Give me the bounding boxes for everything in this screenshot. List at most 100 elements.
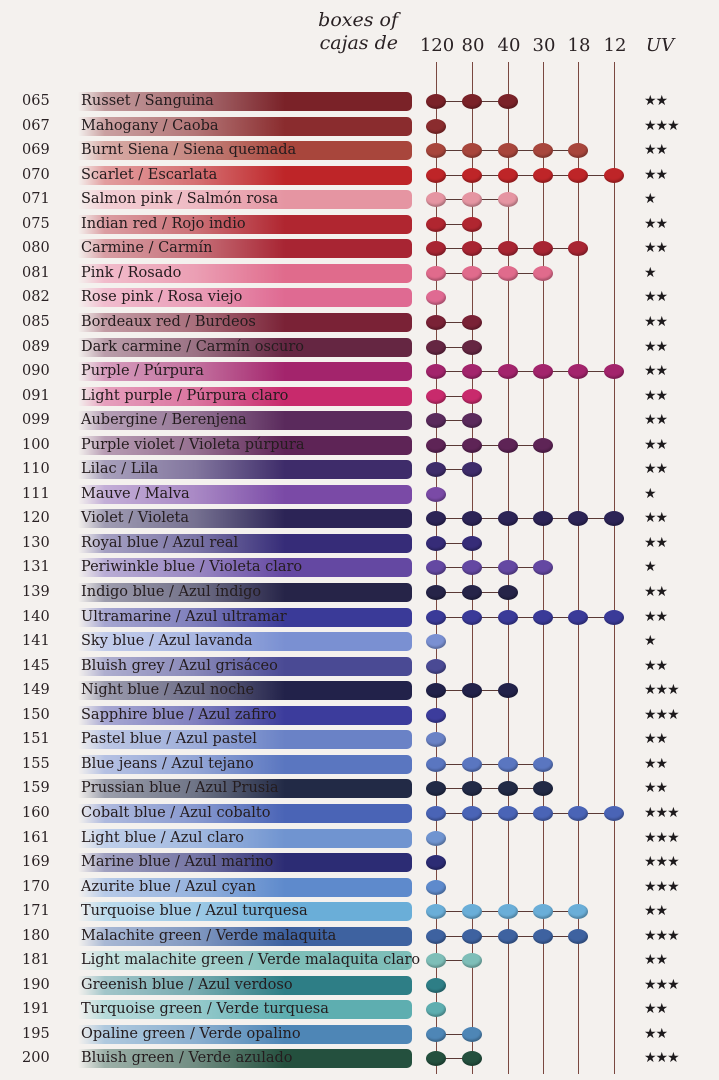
color-row-155: 155 Blue jeans / Azul tejano ★★ xyxy=(0,753,719,775)
color-name: Lilac / Lila xyxy=(81,461,159,478)
availability-connector xyxy=(436,763,543,765)
availability-dot-120 xyxy=(426,192,446,208)
color-code: 075 xyxy=(22,215,50,232)
color-code: 065 xyxy=(22,93,50,109)
availability-connector xyxy=(436,395,472,397)
color-swatch-bar xyxy=(78,190,412,210)
availability-dot-120 xyxy=(426,437,446,453)
availability-dot-80 xyxy=(462,511,482,527)
color-name: Marine blue / Azul marino xyxy=(81,854,274,871)
color-name: Turquoise blue / Azul turquesa xyxy=(81,903,308,920)
color-name: Carmine / Carmín xyxy=(81,240,213,257)
availability-dot-80 xyxy=(462,167,482,183)
availability-dot-120 xyxy=(426,290,446,306)
color-code: 111 xyxy=(22,485,50,502)
color-swatch-bar xyxy=(78,411,412,431)
availability-dot-80 xyxy=(462,192,482,208)
availability-dot-40 xyxy=(498,756,518,772)
uv-rating-stars: ★★ xyxy=(644,1025,668,1042)
color-name: Burnt Siena / Siena quemada xyxy=(81,142,297,159)
availability-dot-18 xyxy=(568,609,588,625)
color-row-065: 065 Russet / Sanguina ★★ xyxy=(0,90,719,112)
availability-dot-120 xyxy=(426,216,446,232)
availability-dot-30 xyxy=(533,265,553,281)
availability-dot-12 xyxy=(604,364,624,380)
color-swatch-bar xyxy=(78,1024,412,1044)
availability-connector xyxy=(436,223,472,225)
availability-dot-40 xyxy=(498,241,518,257)
color-swatch-bar xyxy=(78,165,412,185)
color-code: 089 xyxy=(22,338,50,355)
availability-dot-120 xyxy=(426,143,446,159)
color-code: 155 xyxy=(22,755,50,772)
color-row-081: 081 Pink / Rosado ★ xyxy=(0,262,719,284)
availability-dot-80 xyxy=(462,683,482,699)
availability-dot-30 xyxy=(533,241,553,257)
uv-rating-stars: ★ xyxy=(644,264,657,281)
color-code: 071 xyxy=(22,191,50,208)
color-name: Bluish green / Verde azulado xyxy=(81,1050,293,1067)
color-code: 099 xyxy=(22,412,50,429)
column-header-120: 120 xyxy=(419,35,455,56)
color-row-080: 080 Carmine / Carmín ★★ xyxy=(0,237,719,259)
availability-dot-18 xyxy=(568,928,588,944)
color-row-075: 075 Indian red / Rojo indio ★★ xyxy=(0,213,719,235)
uv-rating-stars: ★★ xyxy=(644,412,668,429)
color-row-190: 190 Greenish blue / Azul verdoso ★★★ xyxy=(0,974,719,996)
uv-rating-stars: ★ xyxy=(644,191,657,208)
color-swatch-bar xyxy=(78,312,412,332)
color-name: Salmon pink / Salmón rosa xyxy=(81,191,279,208)
availability-dot-120 xyxy=(426,94,446,109)
availability-dot-120 xyxy=(426,1051,446,1067)
availability-dot-120 xyxy=(426,756,446,772)
availability-dot-120 xyxy=(426,486,446,502)
color-row-145: 145 Bluish grey / Azul grisáceo ★★ xyxy=(0,655,719,677)
uv-rating-stars: ★★ xyxy=(644,363,668,380)
color-row-085: 085 Bordeaux red / Burdeos ★★ xyxy=(0,311,719,333)
uv-rating-stars: ★★ xyxy=(644,461,668,478)
color-name: Malachite green / Verde malaquita xyxy=(81,927,337,944)
color-name: Sapphire blue / Azul zafiro xyxy=(81,706,277,723)
availability-dot-120 xyxy=(426,1002,446,1018)
color-name: Blue jeans / Azul tejano xyxy=(81,755,254,772)
availability-dot-120 xyxy=(426,462,446,478)
availability-dot-80 xyxy=(462,437,482,453)
color-swatch-bar xyxy=(78,779,412,799)
color-name: Light blue / Azul claro xyxy=(81,829,245,846)
availability-dot-120 xyxy=(426,805,446,821)
color-code: 080 xyxy=(22,240,50,257)
availability-dot-40 xyxy=(498,265,518,281)
color-row-161: 161 Light blue / Azul claro ★★★ xyxy=(0,827,719,849)
color-swatch-bar xyxy=(78,877,412,897)
availability-connector xyxy=(436,1033,472,1035)
color-swatch-bar xyxy=(78,951,412,971)
availability-dot-30 xyxy=(533,781,553,797)
color-row-110: 110 Lilac / Lila ★★ xyxy=(0,458,719,480)
availability-dot-120 xyxy=(426,585,446,600)
uv-rating-stars: ★★ xyxy=(644,387,668,404)
availability-dot-30 xyxy=(533,756,553,772)
availability-dot-40 xyxy=(498,94,518,109)
color-name: Cobalt blue / Azul cobalto xyxy=(81,804,271,821)
uv-rating-stars: ★★ xyxy=(644,780,668,797)
color-code: 170 xyxy=(22,878,50,895)
availability-dot-80 xyxy=(462,241,482,257)
availability-dot-80 xyxy=(462,756,482,772)
availability-dot-12 xyxy=(604,609,624,625)
color-code: 190 xyxy=(22,976,50,993)
uv-rating-stars: ★★★ xyxy=(644,927,680,944)
availability-dot-40 xyxy=(498,364,518,380)
color-code: 150 xyxy=(22,706,50,723)
color-swatch-bar xyxy=(78,975,412,995)
availability-dot-30 xyxy=(533,511,553,527)
uv-rating-stars: ★★ xyxy=(644,731,668,748)
availability-dot-40 xyxy=(498,585,518,600)
availability-dot-18 xyxy=(568,904,588,920)
color-code: 090 xyxy=(22,363,50,380)
availability-dot-120 xyxy=(426,535,446,551)
color-swatch-bar xyxy=(78,1000,412,1020)
column-header-12: 12 xyxy=(603,35,627,56)
color-row-170: 170 Azurite blue / Azul cyan ★★★ xyxy=(0,876,719,898)
color-code: 067 xyxy=(22,117,50,134)
color-swatch-bar xyxy=(78,558,412,578)
